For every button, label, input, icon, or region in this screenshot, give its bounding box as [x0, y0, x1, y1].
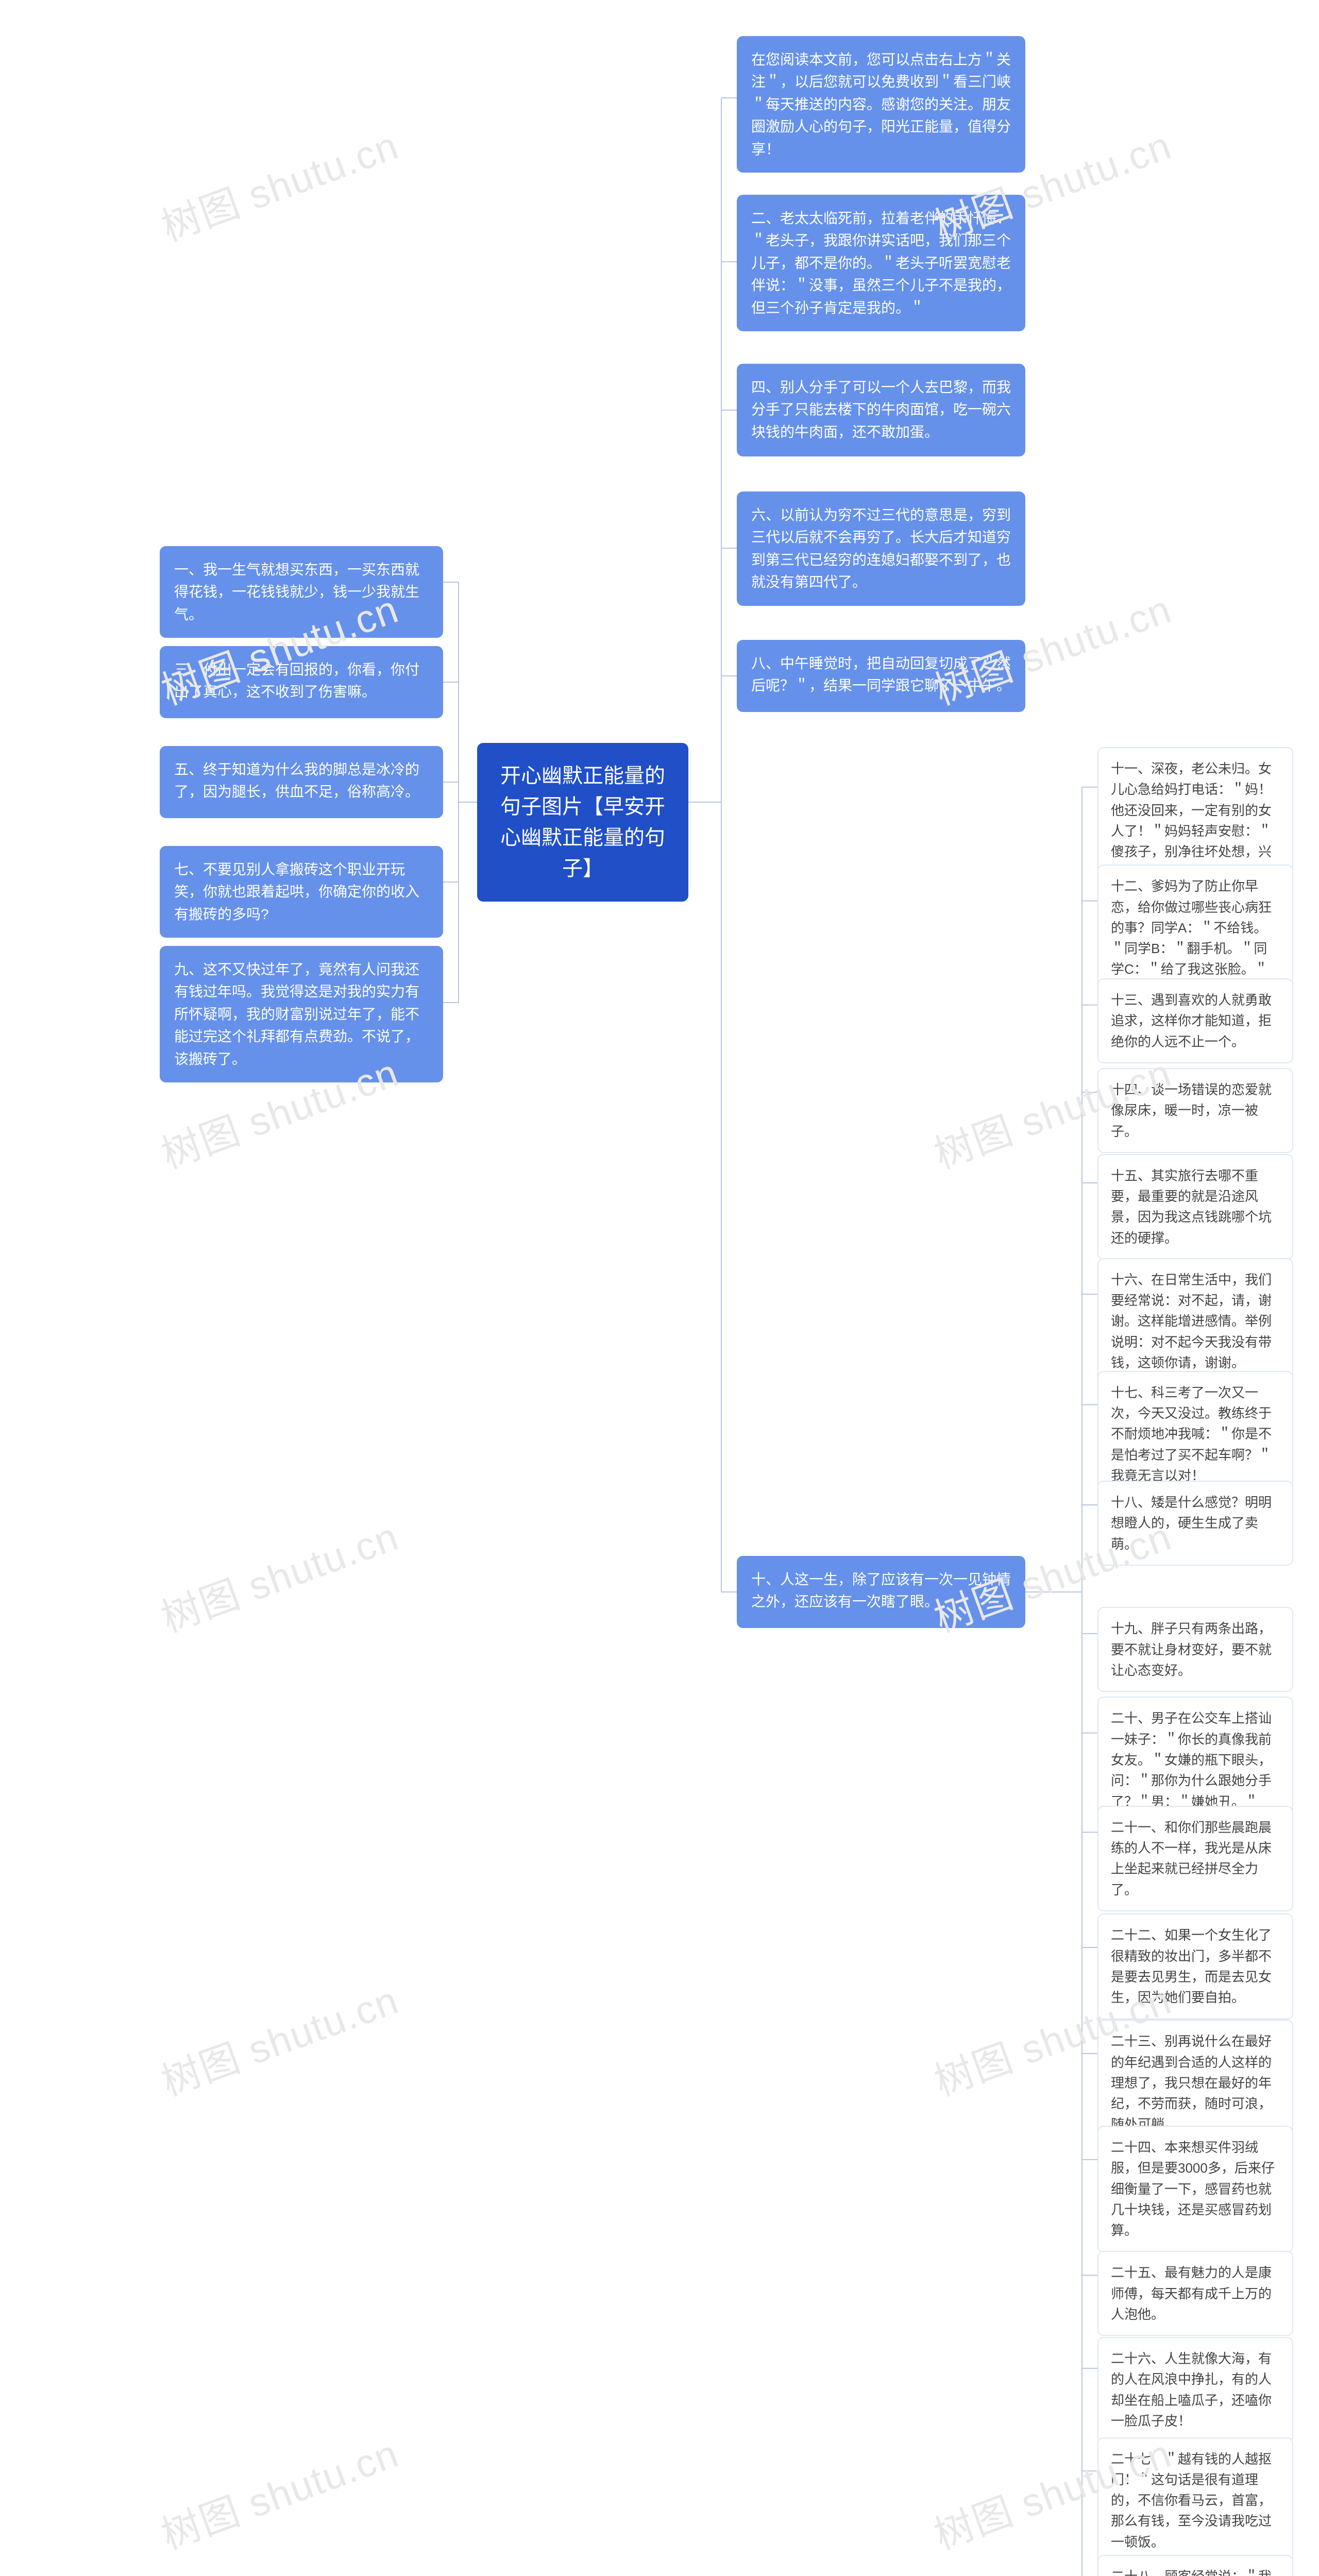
right-light-node-10: 二十一、和你们那些晨跑晨练的人不一样，我光是从床上坐起来就已经拼尽全力了。 [1097, 1806, 1293, 1911]
right-light-node-1: 十二、爹妈为了防止你早恋，给你做过哪些丧心病狂的事？同学A：＂不给钱。＂同学B：… [1097, 865, 1293, 991]
right-light-node-14: 二十五、最有魅力的人是康师傅，每天都有成千上万的人泡他。 [1097, 2251, 1293, 2336]
right-light-node-6: 十七、科三考了一次又一次，今天又没过。教练终于不耐烦地冲我喊：＂你是不是怕考过了… [1097, 1371, 1293, 1497]
right-light-node-4: 十五、其实旅行去哪不重要，最重要的就是沿途风景，因为我这点钱跳哪个坑还的硬撑。 [1097, 1154, 1293, 1260]
watermark: 树图 shutu.cn [153, 1505, 405, 1643]
right-blue-node-0: 在您阅读本文前，您可以点击右上方＂关注＂，以后您就可以免费收到＂看三门峡＂每天推… [737, 36, 1025, 173]
right-light-node-9: 二十、男子在公交车上搭讪一妹子：＂你长的真像我前女友。＂女嫌的瓶下眼头，问：＂那… [1097, 1697, 1293, 1823]
left-node-0: 一、我一生气就想买东西，一买东西就得花钱，一花钱钱就少，钱一少我就生气。 [160, 546, 443, 638]
right-light-node-3: 十四、谈一场错误的恋爱就像尿床，暖一时，凉一被子。 [1097, 1068, 1293, 1153]
watermark: 树图 shutu.cn [153, 114, 405, 252]
center-node: 开心幽默正能量的句子图片【早安开心幽默正能量的句子】 [477, 743, 688, 902]
right-blue-node-1: 二、老太太临死前，拉着老伴的手忏悔：＂老头子，我跟你讲实话吧，我们那三个儿子，都… [737, 195, 1025, 331]
right-blue-node-5: 十、人这一生，除了应该有一次一见钟情之外，还应该有一次瞎了眼。 [737, 1556, 1025, 1628]
watermark: 树图 shutu.cn [153, 1969, 405, 2107]
left-node-4: 九、这不又快过年了，竟然有人问我还有钱过年吗。我觉得这是对我的实力有所怀疑啊，我… [160, 946, 443, 1082]
left-node-1: 三、付出一定会有回报的，你看，你付出了真心，这不收到了伤害嘛。 [160, 646, 443, 718]
right-blue-node-4: 八、中午睡觉时，把自动回复切成了＂然后呢？＂，结果一同学跟它聊了一中午。 [737, 640, 1025, 712]
right-light-node-17: 二十八、顾客经常说：＂我回去考虑考虑，回头确定好了我来找你。＂他们说完之后我明白… [1097, 2555, 1293, 2576]
right-light-node-8: 十九、胖子只有两条出路，要不就让身材变好，要不就让心态变好。 [1097, 1607, 1293, 1692]
right-light-node-13: 二十四、本来想买件羽绒服，但是要3000多，后来仔细衡量了一下，感冒药也就几十块… [1097, 2126, 1293, 2252]
watermark: 树图 shutu.cn [153, 2422, 405, 2560]
right-light-node-16: 二十七、＂越有钱的人越抠门！＂这句话是很有道理的，不信你看马云，首富，那么有钱，… [1097, 2437, 1293, 2564]
right-light-node-11: 二十二、如果一个女生化了很精致的妆出门，多半都不是要去见男生，而是去见女生，因为… [1097, 1913, 1293, 2019]
right-light-node-15: 二十六、人生就像大海，有的人在风浪中挣扎，有的人却坐在船上嗑瓜子，还嗑你一脸瓜子… [1097, 2337, 1293, 2443]
left-node-3: 七、不要见别人拿搬砖这个职业开玩笑，你就也跟着起哄，你确定你的收入有搬砖的多吗? [160, 846, 443, 938]
right-light-node-7: 十八、矮是什么感觉？明明想瞪人的，硬生生成了卖萌。 [1097, 1481, 1293, 1566]
right-blue-node-2: 四、别人分手了可以一个人去巴黎，而我分手了只能去楼下的牛肉面馆，吃一碗六块钱的牛… [737, 364, 1025, 456]
right-light-node-5: 十六、在日常生活中，我们要经常说：对不起，请，谢谢。这样能增进感情。举例说明：对… [1097, 1258, 1293, 1384]
right-blue-node-3: 六、以前认为穷不过三代的意思是，穷到三代以后就不会再穷了。长大后才知道穷到第三代… [737, 492, 1025, 606]
left-node-2: 五、终于知道为什么我的脚总是冰冷的了，因为腿长，供血不足，俗称高冷。 [160, 746, 443, 818]
right-light-node-2: 十三、遇到喜欢的人就勇敢追求，这样你才能知道，拒绝你的人远不止一个。 [1097, 978, 1293, 1063]
